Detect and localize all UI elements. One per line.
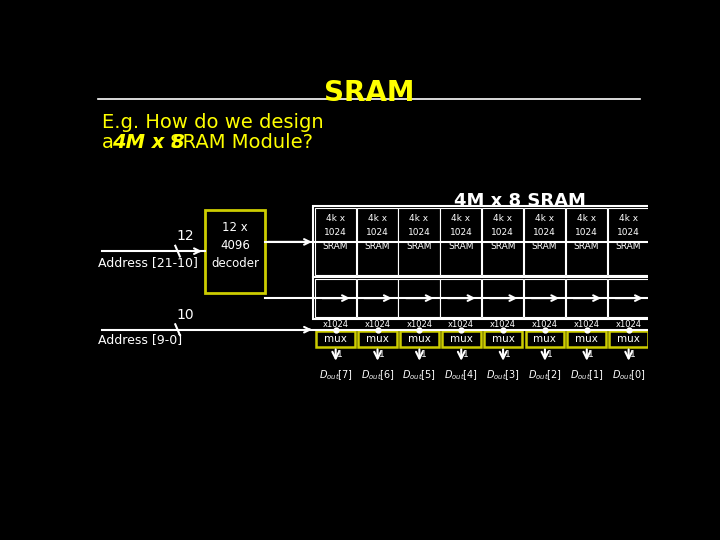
Text: 1: 1 xyxy=(463,350,469,359)
Text: Address [21-10]: Address [21-10] xyxy=(98,256,197,269)
Bar xyxy=(398,279,439,318)
Bar xyxy=(524,279,565,318)
Text: $D_{out}$[4]: $D_{out}$[4] xyxy=(444,368,478,382)
Bar xyxy=(358,331,397,347)
Text: 1024: 1024 xyxy=(408,228,431,237)
Text: 1024: 1024 xyxy=(617,228,639,237)
Text: SRAM: SRAM xyxy=(324,79,414,107)
Bar xyxy=(567,331,606,347)
Text: x1024: x1024 xyxy=(532,320,558,329)
Text: 1024: 1024 xyxy=(575,228,598,237)
Bar xyxy=(400,331,438,347)
Text: 1024: 1024 xyxy=(324,228,346,237)
Text: SRAM: SRAM xyxy=(448,242,474,251)
Text: mux: mux xyxy=(324,334,347,344)
Text: 1: 1 xyxy=(588,350,594,359)
Text: $D_{out}$[5]: $D_{out}$[5] xyxy=(402,368,436,382)
Text: 4k x: 4k x xyxy=(618,214,638,223)
Text: 4M x 8 SRAM: 4M x 8 SRAM xyxy=(454,192,586,210)
Bar xyxy=(398,208,439,275)
Bar xyxy=(313,278,651,319)
Text: 4k x: 4k x xyxy=(493,214,512,223)
Bar xyxy=(315,208,356,275)
Text: mux: mux xyxy=(534,334,557,344)
Text: 4k x: 4k x xyxy=(535,214,554,223)
Text: a: a xyxy=(102,132,120,152)
Text: 4k x: 4k x xyxy=(368,214,387,223)
Text: mux: mux xyxy=(492,334,515,344)
Text: mux: mux xyxy=(575,334,598,344)
Text: 12 x: 12 x xyxy=(222,221,248,234)
Text: 1024: 1024 xyxy=(449,228,472,237)
Text: 4k x: 4k x xyxy=(410,214,428,223)
Text: mux: mux xyxy=(450,334,472,344)
Text: SRAM Module?: SRAM Module? xyxy=(164,132,313,152)
Text: 4k x: 4k x xyxy=(325,214,345,223)
Bar xyxy=(608,279,649,318)
Text: 1024: 1024 xyxy=(491,228,514,237)
Text: SRAM: SRAM xyxy=(364,242,390,251)
Text: SRAM: SRAM xyxy=(490,242,516,251)
Text: 12: 12 xyxy=(177,230,194,244)
Text: 4M x 8: 4M x 8 xyxy=(112,132,184,152)
Text: mux: mux xyxy=(408,334,431,344)
Text: 4k x: 4k x xyxy=(451,214,470,223)
Text: 1024: 1024 xyxy=(366,228,389,237)
Text: Address [9-0]: Address [9-0] xyxy=(98,334,182,347)
Text: SRAM: SRAM xyxy=(574,242,599,251)
Bar xyxy=(356,208,397,275)
Text: SRAM: SRAM xyxy=(406,242,432,251)
Text: x1024: x1024 xyxy=(406,320,433,329)
Text: x1024: x1024 xyxy=(323,320,348,329)
Text: SRAM: SRAM xyxy=(323,242,348,251)
Bar xyxy=(441,279,482,318)
Text: x1024: x1024 xyxy=(574,320,600,329)
Bar xyxy=(482,279,523,318)
Text: $D_{out}$[3]: $D_{out}$[3] xyxy=(486,368,520,382)
Bar xyxy=(484,331,523,347)
Text: decoder: decoder xyxy=(211,256,259,269)
Bar xyxy=(524,208,565,275)
Text: $D_{out}$[0]: $D_{out}$[0] xyxy=(611,368,646,382)
Bar xyxy=(566,208,607,275)
Bar xyxy=(315,279,356,318)
Text: x1024: x1024 xyxy=(364,320,390,329)
Text: 1: 1 xyxy=(421,350,427,359)
Bar xyxy=(316,331,355,347)
Text: SRAM: SRAM xyxy=(532,242,557,251)
Text: E.g. How do we design: E.g. How do we design xyxy=(102,112,323,132)
Text: mux: mux xyxy=(366,334,389,344)
Text: $D_{out}$[2]: $D_{out}$[2] xyxy=(528,368,562,382)
Bar xyxy=(204,210,265,293)
Bar xyxy=(566,279,607,318)
Text: 1: 1 xyxy=(379,350,384,359)
Text: $D_{out}$[6]: $D_{out}$[6] xyxy=(361,368,395,382)
Text: 4096: 4096 xyxy=(220,239,250,252)
Bar xyxy=(609,331,648,347)
Text: $D_{out}$[7]: $D_{out}$[7] xyxy=(319,368,353,382)
Bar xyxy=(313,206,651,278)
Bar xyxy=(526,331,564,347)
Text: 1: 1 xyxy=(505,350,510,359)
Text: x1024: x1024 xyxy=(449,320,474,329)
Bar xyxy=(441,208,482,275)
Text: SRAM: SRAM xyxy=(616,242,641,251)
Bar xyxy=(482,208,523,275)
Text: mux: mux xyxy=(617,334,640,344)
Text: 1: 1 xyxy=(546,350,552,359)
Bar xyxy=(608,208,649,275)
Text: x1024: x1024 xyxy=(490,320,516,329)
Text: x1024: x1024 xyxy=(616,320,642,329)
Bar xyxy=(442,331,481,347)
Text: 10: 10 xyxy=(177,308,194,322)
Text: 4k x: 4k x xyxy=(577,214,596,223)
Text: 1: 1 xyxy=(337,350,343,359)
Text: $D_{out}$[1]: $D_{out}$[1] xyxy=(570,368,604,382)
Text: 1: 1 xyxy=(630,350,636,359)
Bar xyxy=(356,279,397,318)
Text: 1024: 1024 xyxy=(534,228,556,237)
